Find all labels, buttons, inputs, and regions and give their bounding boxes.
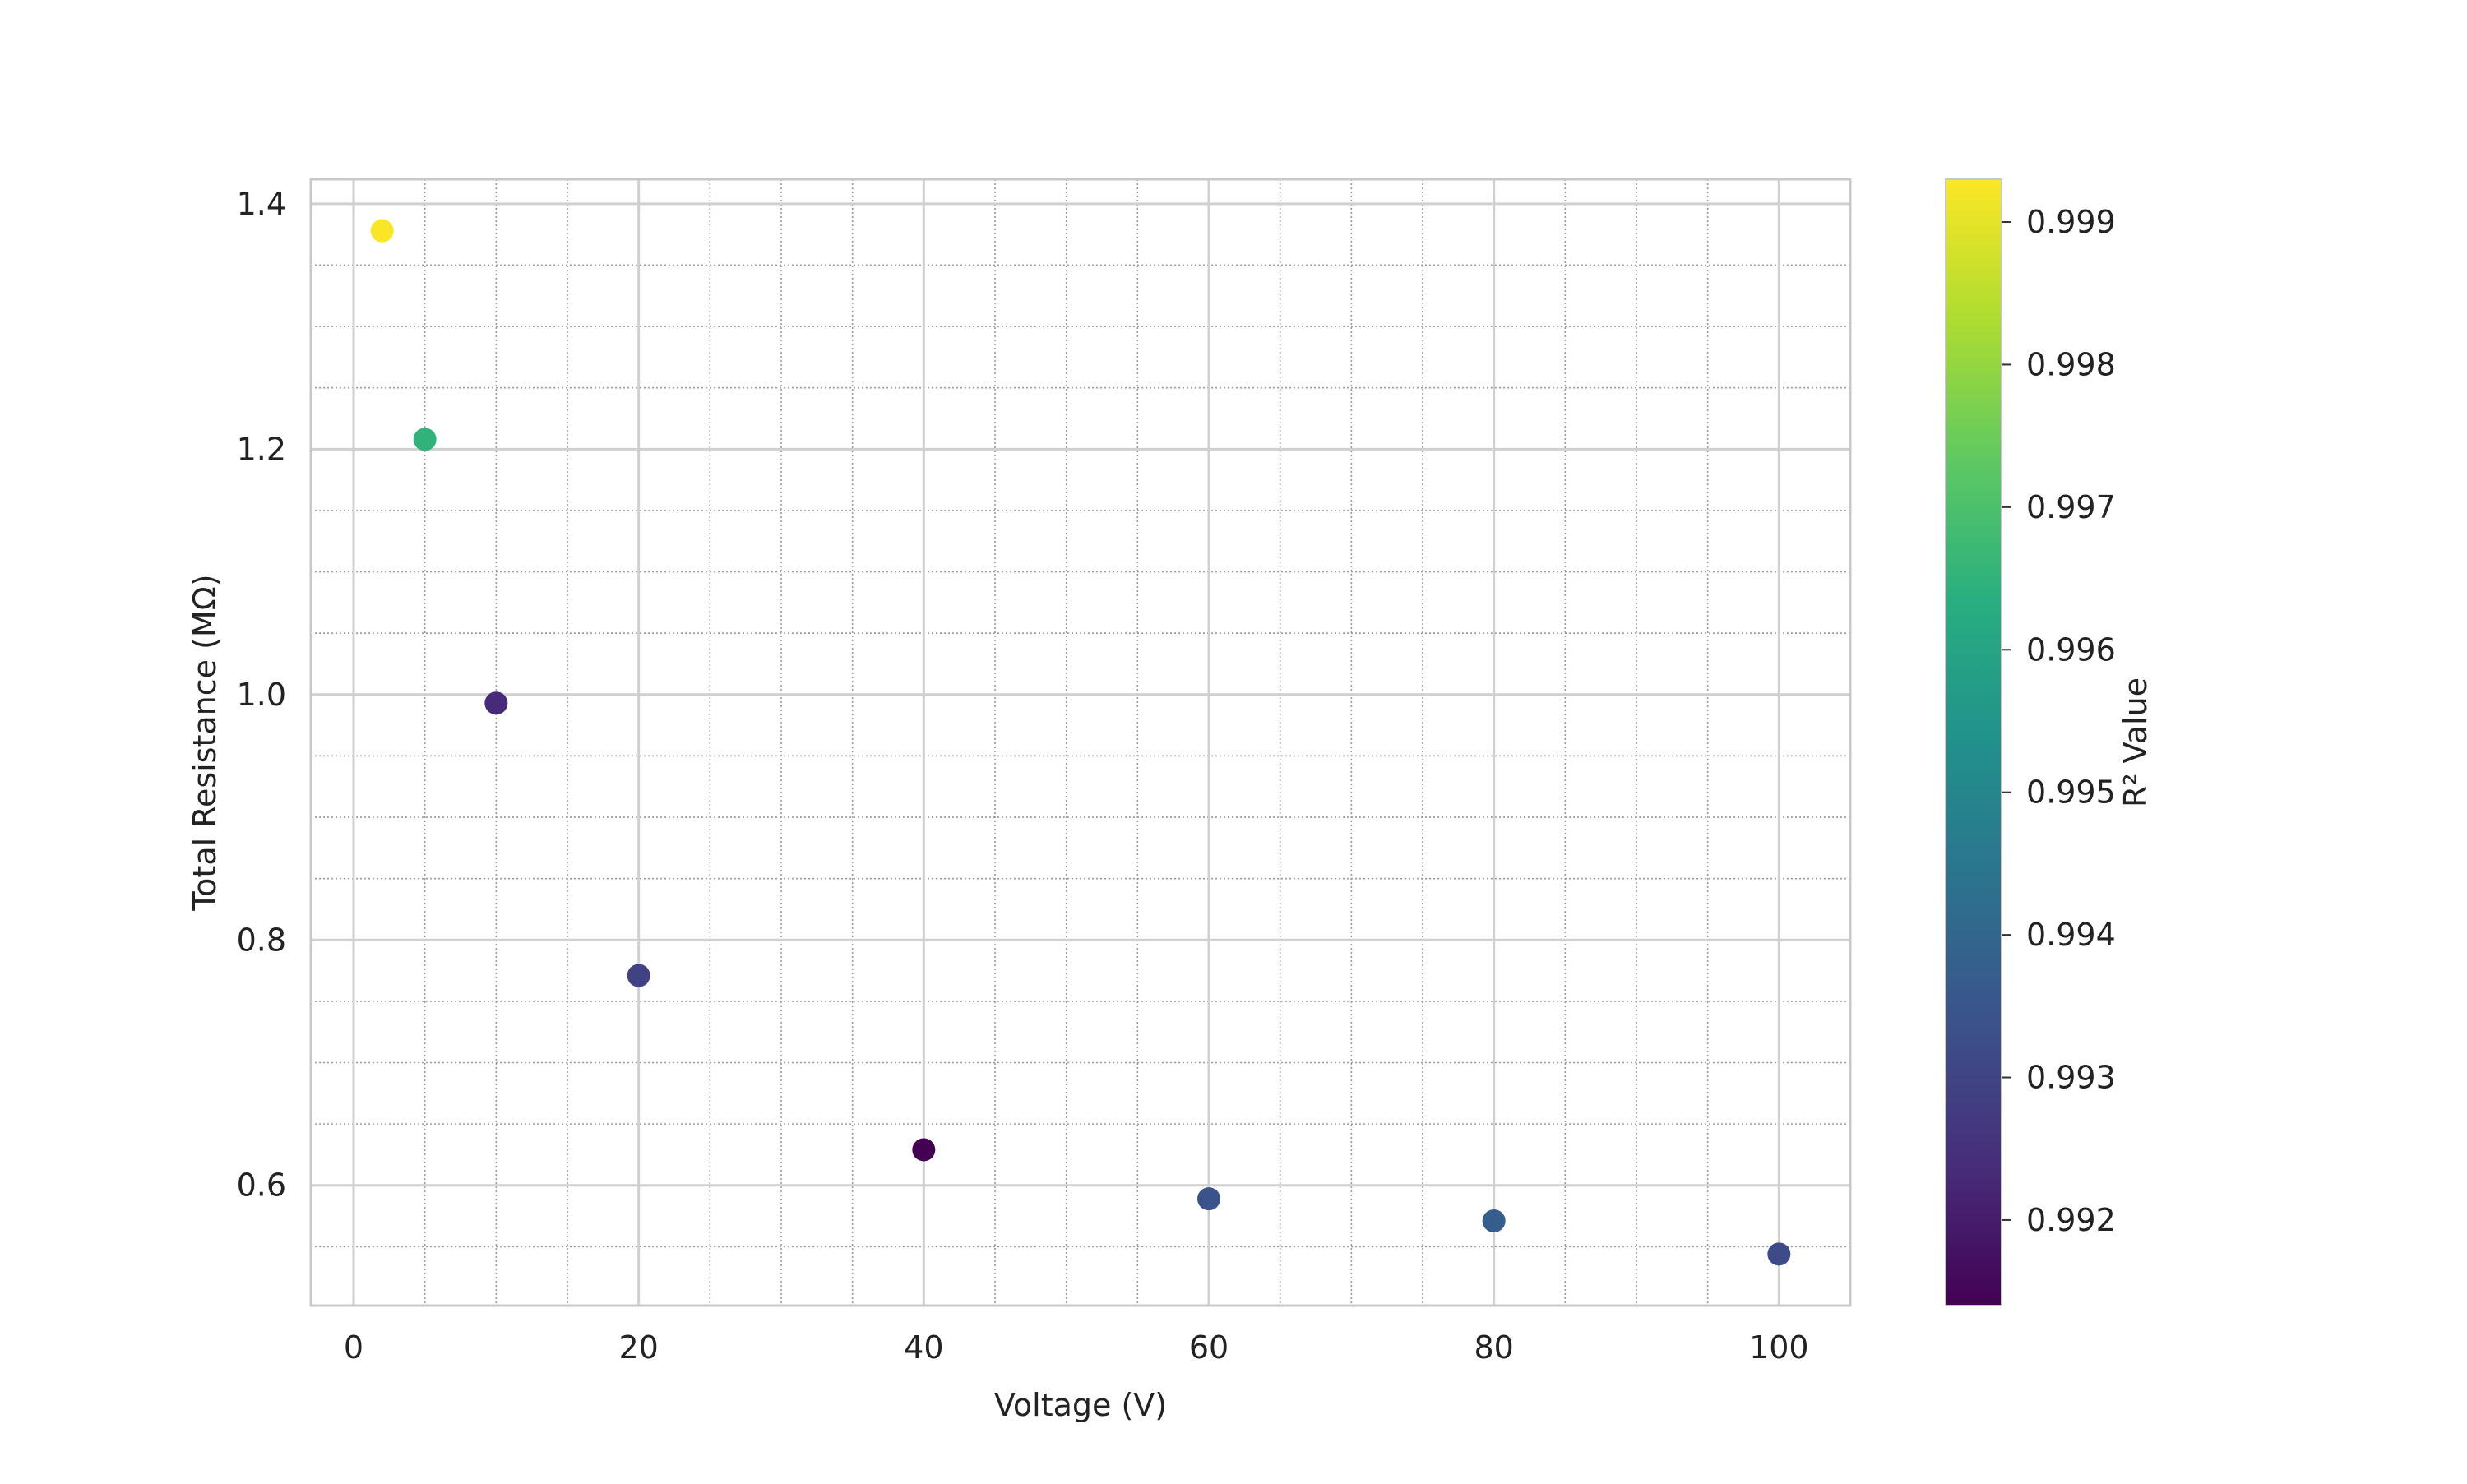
x-tick-label: 60 bbox=[1189, 1329, 1229, 1366]
x-tick-label: 20 bbox=[618, 1329, 658, 1366]
x-tick-label: 0 bbox=[344, 1329, 363, 1366]
x-axis-ticks: 0 20 40 60 80 100 bbox=[344, 1329, 1809, 1366]
x-tick-label: 80 bbox=[1474, 1329, 1513, 1366]
minor-grid bbox=[311, 179, 1851, 1306]
y-tick-label: 1.0 bbox=[237, 677, 286, 713]
data-point bbox=[413, 428, 437, 451]
colorbar-tick-label: 0.996 bbox=[2026, 631, 2116, 668]
data-point bbox=[627, 964, 650, 987]
x-tick-label: 100 bbox=[1749, 1329, 1809, 1366]
colorbar-tick-label: 0.997 bbox=[2026, 489, 2116, 525]
colorbar-tick-label: 0.992 bbox=[2026, 1202, 2116, 1238]
colorbar-tick-label: 0.994 bbox=[2026, 917, 2116, 953]
x-tick-label: 40 bbox=[904, 1329, 943, 1366]
data-point bbox=[1482, 1209, 1506, 1233]
data-point bbox=[912, 1138, 936, 1162]
y-axis-label: Total Resistance (MΩ) bbox=[187, 574, 223, 911]
data-point bbox=[370, 219, 394, 243]
colorbar-tick-label: 0.993 bbox=[2026, 1060, 2116, 1096]
plot-frame bbox=[309, 178, 1852, 1307]
colorbar-label: R² Value bbox=[2118, 677, 2154, 807]
data-point bbox=[484, 691, 508, 715]
colorbar bbox=[1945, 178, 2002, 1306]
y-tick-label: 0.6 bbox=[237, 1167, 286, 1204]
y-tick-label: 0.8 bbox=[237, 922, 286, 958]
y-tick-label: 1.2 bbox=[237, 431, 286, 467]
data-point bbox=[1767, 1242, 1791, 1266]
major-grid bbox=[311, 179, 1850, 1306]
colorbar-tick-label: 0.998 bbox=[2026, 346, 2116, 382]
y-tick-label: 1.4 bbox=[237, 186, 286, 222]
data-point bbox=[1197, 1187, 1220, 1211]
colorbar-tick-label: 0.995 bbox=[2026, 774, 2116, 811]
colorbar-ticks: 0.992 0.993 0.994 0.995 0.996 0.997 0.998 0.999 bbox=[2002, 204, 2116, 1238]
y-axis-ticks: 0.6 0.8 1.0 1.2 1.4 bbox=[237, 186, 286, 1204]
data-points bbox=[370, 219, 1791, 1266]
colorbar-tick-label: 0.999 bbox=[2026, 204, 2116, 240]
x-axis-label: Voltage (V) bbox=[994, 1387, 1167, 1423]
